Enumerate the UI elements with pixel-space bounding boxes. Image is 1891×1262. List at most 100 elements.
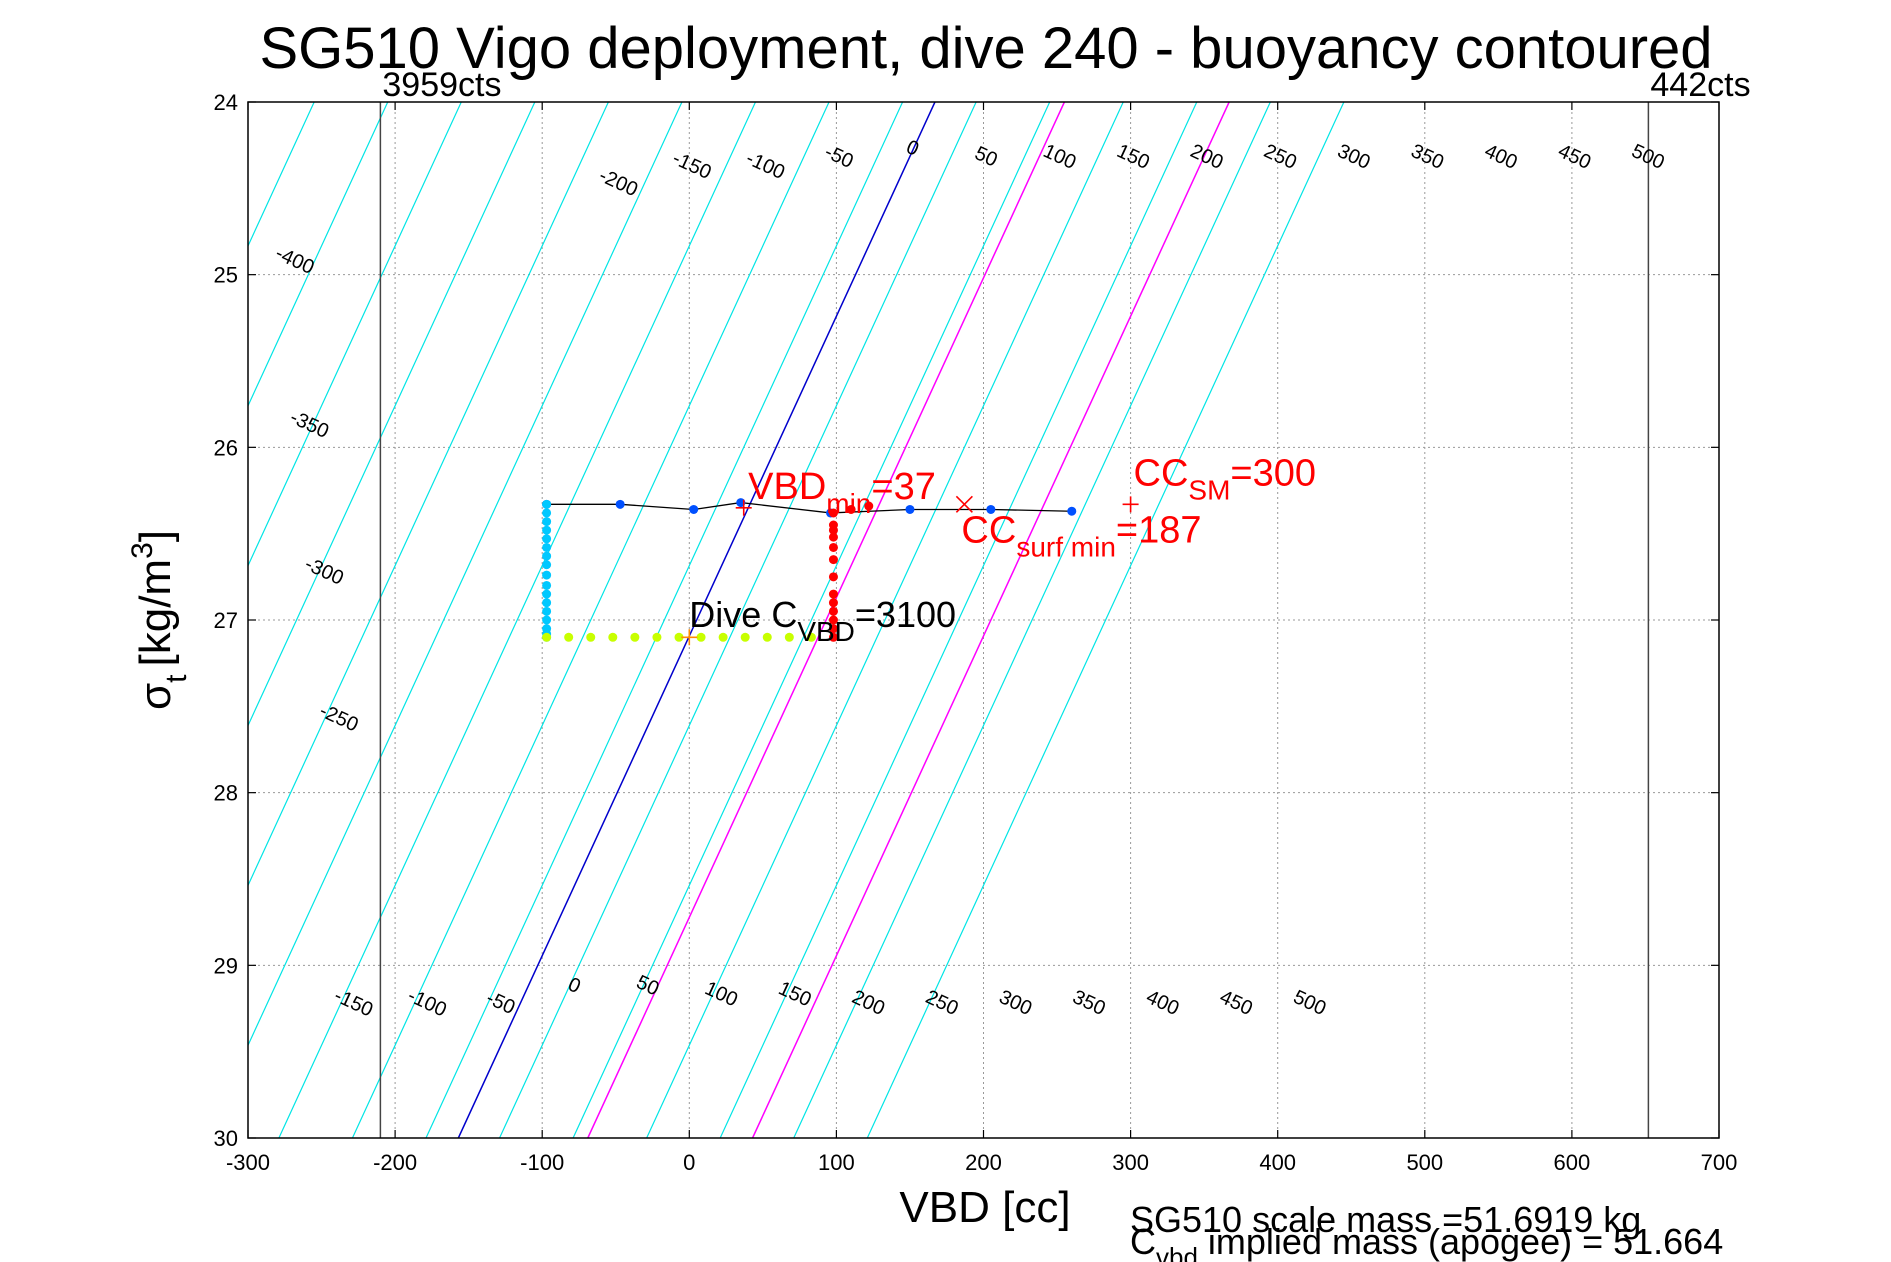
y-axis-label: σt [kg/m3] — [126, 530, 193, 710]
y-tick-label: 30 — [214, 1126, 238, 1151]
highlight-contour-line — [587, 102, 1066, 1138]
series-point-descent — [542, 534, 552, 544]
x-axis-ticks: -300 -200 -100 0 100 200 300 400 500 600 700 — [226, 102, 1737, 1175]
annotation-dive-cvbd: Dive CVBD=3100 — [689, 594, 956, 647]
contour-line — [248, 102, 389, 408]
series-point-surface — [905, 504, 915, 514]
contour-line — [248, 102, 462, 568]
contour-line — [248, 102, 683, 1047]
series-point-ascent — [828, 632, 838, 642]
series-point-descent — [542, 606, 552, 616]
series-point-bottom — [762, 632, 772, 642]
svg-text:σt[kg/m3]: σt [kg/m3] — [126, 530, 193, 710]
y-tick-label: 28 — [214, 781, 238, 806]
annotation-vbd-min: VBDmin=37 — [748, 466, 936, 519]
x-tick-label: 700 — [1701, 1150, 1738, 1175]
x-axis-label: VBD [cc] — [899, 1183, 1070, 1232]
x-tick-label: 500 — [1406, 1150, 1443, 1175]
series-point-ascent — [828, 520, 838, 530]
footer: SG510 scale mass =51.6919 kg Cvbd implie… — [1130, 1199, 1723, 1262]
y-tick-label: 24 — [214, 90, 238, 115]
series-point-bottom — [542, 632, 552, 642]
series-point-descent — [542, 525, 552, 535]
plus-marker — [735, 499, 752, 516]
series-point-ascent — [828, 589, 838, 599]
grid-lines — [248, 102, 1719, 1138]
series-point-bottom — [608, 632, 618, 642]
series-point-descent — [542, 499, 552, 509]
contour-line — [646, 102, 1124, 1138]
series-point-descent — [542, 589, 552, 599]
y-axis-label-symbol: σ — [131, 683, 180, 710]
footer-c-sub: vbd — [1156, 1242, 1198, 1262]
vbd-limit-lines: 3959cts 442cts — [379, 66, 1751, 1138]
series-point-descent — [542, 517, 552, 527]
contour-line — [425, 102, 904, 1138]
svg-text:Cvbd implied mass (apogee) = 5: Cvbd implied mass (apogee) = 51.664 — [1130, 1221, 1723, 1262]
chart-title: SG510 Vigo deployment, dive 240 - buoyan… — [259, 16, 1712, 81]
contour-line — [572, 102, 1051, 1138]
series-point-bottom — [630, 632, 640, 642]
series-point-descent — [542, 551, 552, 561]
contour-line — [793, 102, 1271, 1138]
series-point-bottom — [696, 632, 706, 642]
series-point-ascent — [828, 598, 838, 608]
series-point-ascent — [828, 532, 838, 542]
y-axis-ticks: 24 25 26 27 28 29 30 — [214, 90, 1719, 1151]
series-point-descent — [542, 598, 552, 608]
x-tick-label: 600 — [1554, 1150, 1591, 1175]
series-point-bottom — [806, 632, 816, 642]
x-tick-label: -200 — [373, 1150, 417, 1175]
series-point-descent — [542, 542, 552, 552]
series-point-surface — [1067, 506, 1077, 516]
contour-line — [278, 102, 757, 1138]
series-point-bottom — [674, 632, 684, 642]
x-tick-label: -100 — [520, 1150, 564, 1175]
series-point-ascent — [828, 624, 838, 634]
series-point-descent — [542, 580, 552, 590]
y-tick-label: 27 — [214, 608, 238, 633]
series-point-bottom — [784, 632, 794, 642]
zero-buoyancy-contour — [457, 102, 936, 1138]
annotation-cc-surf-min: CCsurf min=187 — [961, 509, 1201, 562]
cross-marker — [955, 495, 973, 513]
vbd-limit-label: 442cts — [1650, 66, 1750, 104]
highlight-contour-line — [751, 102, 1230, 1138]
x-tick-label: 300 — [1112, 1150, 1149, 1175]
x-tick-label: 400 — [1259, 1150, 1296, 1175]
series-point-descent — [542, 560, 552, 570]
series-point-descent — [542, 570, 552, 580]
footer-c-symbol: C — [1130, 1221, 1156, 1262]
footer-scale-mass: SG510 scale mass =51.6919 kg — [1130, 1199, 1641, 1240]
series-point-bottom — [718, 632, 728, 642]
series-point-ascent — [828, 542, 838, 552]
contour-line — [719, 102, 1198, 1138]
reference-markers — [681, 495, 1139, 646]
series-point-ascent — [828, 572, 838, 582]
x-tick-label: -300 — [226, 1150, 270, 1175]
x-tick-label: 100 — [818, 1150, 855, 1175]
series-point-ascent — [828, 615, 838, 625]
footer-implied-mass: implied mass (apogee) = 51.664 — [1198, 1221, 1723, 1262]
x-tick-label: 0 — [683, 1150, 695, 1175]
series-point-descent — [542, 508, 552, 518]
plus-marker — [681, 629, 698, 646]
series-point-ascent — [828, 508, 838, 518]
contour-line — [351, 102, 830, 1138]
series-point-ascent — [828, 606, 838, 616]
y-tick-label: 26 — [214, 435, 238, 460]
series-point-bottom — [564, 632, 574, 642]
contour-line — [248, 102, 536, 727]
x-tick-label: 200 — [965, 1150, 1002, 1175]
series-point-surface — [986, 504, 996, 514]
series-point-ascent — [828, 555, 838, 565]
contour-line — [866, 102, 1345, 1138]
series-point-ascent — [846, 504, 856, 514]
y-axis-label-sub: t — [160, 674, 193, 683]
y-axis-label-unit: [kg/m — [131, 559, 180, 667]
series-point-bottom — [586, 632, 596, 642]
contour-line — [248, 102, 609, 887]
contour-line — [498, 102, 977, 1138]
